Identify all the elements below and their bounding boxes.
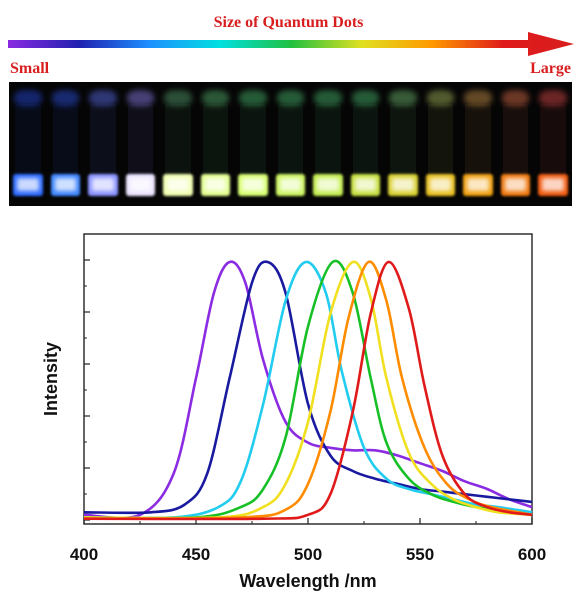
vial-cap [276, 90, 305, 106]
size-label-large: Large [530, 60, 571, 77]
vial-cap [126, 90, 155, 106]
vial-glass [52, 104, 79, 176]
vial-13 [462, 82, 494, 206]
spectrum-curve-5 [83, 260, 533, 520]
vial-glow-core [167, 178, 189, 191]
vial-glass [127, 104, 154, 176]
vial-glow-core [542, 178, 564, 191]
spectrum-curve-2 [83, 260, 533, 515]
vial-cap [164, 90, 192, 106]
vial-cap [314, 90, 342, 106]
vial-glass [90, 104, 116, 176]
vial-glass [15, 104, 41, 176]
vial-glow-core [467, 178, 489, 191]
spectrum-curve-6 [83, 260, 533, 520]
vial-cap [14, 90, 42, 106]
vial-6 [200, 82, 232, 206]
vial-cap [426, 90, 455, 106]
vial-glow-core [204, 178, 227, 191]
vial-glass [352, 104, 379, 176]
size-label-small: Small [10, 60, 50, 77]
vial-glass [315, 104, 341, 176]
y-axis-label: Intensity [41, 342, 61, 416]
vial-9 [312, 82, 344, 206]
vial-15 [537, 82, 569, 206]
vial-cap [201, 90, 230, 106]
spectrum-curve-7 [83, 260, 533, 521]
vial-glass [465, 104, 491, 176]
vial-glass [390, 104, 416, 176]
vial-4 [125, 82, 157, 206]
vial-glass [540, 104, 566, 176]
vial-cap [51, 90, 80, 106]
vial-glow-core [279, 178, 302, 191]
vial-glow-core [17, 178, 39, 191]
vial-glass [277, 104, 304, 176]
spectrum-curve-4 [83, 259, 533, 520]
vial-glow-core [392, 178, 414, 191]
x-tick-label: 500 [294, 545, 322, 564]
vial-1 [12, 82, 44, 206]
x-axis-label: Wavelength /nm [239, 571, 376, 591]
vial-cap [464, 90, 492, 106]
vial-14 [500, 82, 532, 206]
vial-12 [425, 82, 457, 206]
quantum-dot-vials-photo [9, 82, 572, 206]
vial-11 [387, 82, 419, 206]
x-tick-label: 450 [182, 545, 210, 564]
vial-glow-core [54, 178, 77, 191]
spectrum-curve-1 [83, 260, 533, 520]
vial-2 [50, 82, 82, 206]
vial-glass [202, 104, 229, 176]
vial-cap [239, 90, 267, 106]
size-banner-title: Size of Quantum Dots [213, 14, 364, 31]
vial-8 [275, 82, 307, 206]
spectrum-curve-3 [83, 260, 533, 520]
vial-glow-core [129, 178, 152, 191]
vial-cap [351, 90, 380, 106]
x-tick-label: 600 [518, 545, 546, 564]
vial-10 [350, 82, 382, 206]
vial-glass [427, 104, 454, 176]
vial-cap [389, 90, 417, 106]
vial-glass [502, 104, 529, 176]
vial-7 [237, 82, 269, 206]
emission-spectra-chart: 400 450 500 550 600 Wavelength /nm Intensity [41, 233, 546, 591]
size-gradient-arrow [8, 32, 574, 56]
vial-glass [165, 104, 191, 176]
vial-5 [162, 82, 194, 206]
vial-glow-core [317, 178, 339, 191]
x-tick-label: 400 [70, 545, 98, 564]
vial-cap [501, 90, 530, 106]
vial-glow-core [504, 178, 527, 191]
vial-cap [89, 90, 117, 106]
vial-glow-core [429, 178, 452, 191]
vial-glow-core [242, 178, 264, 191]
vial-glass [240, 104, 266, 176]
vial-3 [87, 82, 119, 206]
vial-glow-core [354, 178, 377, 191]
vial-glow-core [92, 178, 114, 191]
x-tick-label: 550 [406, 545, 434, 564]
vial-cap [539, 90, 567, 106]
